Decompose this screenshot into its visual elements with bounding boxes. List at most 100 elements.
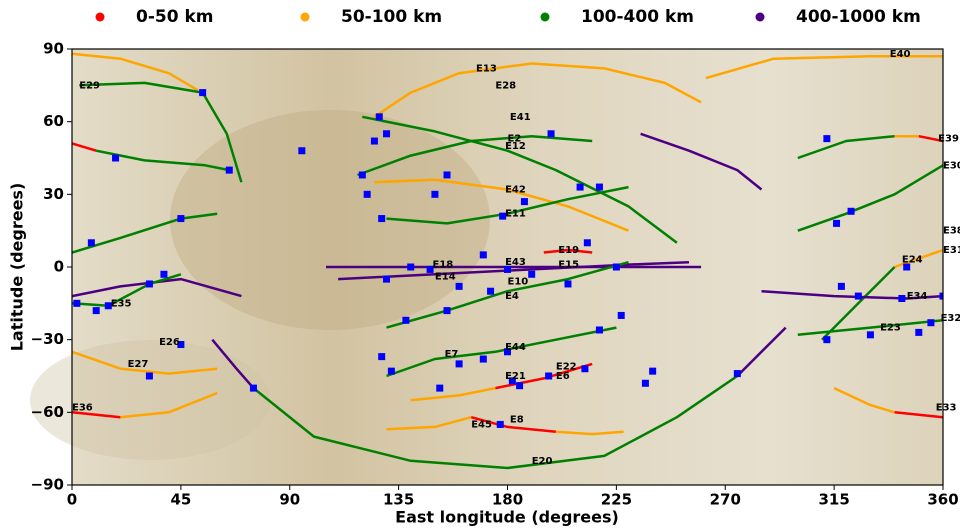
closest-approach-marker	[823, 135, 830, 142]
closest-approach-marker	[444, 171, 451, 178]
x-tick-label: 90	[279, 491, 300, 509]
closest-approach-marker	[915, 329, 922, 336]
flyby-label: E15	[558, 260, 579, 271]
closest-approach-marker	[927, 319, 934, 326]
map-shading	[30, 340, 270, 460]
closest-approach-marker	[596, 184, 603, 191]
flyby-label: E44	[505, 342, 526, 353]
closest-approach-marker	[823, 336, 830, 343]
flyby-label: E41	[510, 112, 531, 123]
closest-approach-marker	[456, 360, 463, 367]
closest-approach-marker	[581, 365, 588, 372]
flyby-label: E4	[505, 291, 519, 302]
flyby-label: E32	[941, 313, 960, 324]
flyby-label: E36	[72, 402, 93, 413]
closest-approach-marker	[226, 167, 233, 174]
flyby-label: E26	[159, 337, 180, 348]
closest-approach-marker	[199, 89, 206, 96]
closest-approach-marker	[388, 368, 395, 375]
x-tick-label: 0	[67, 491, 77, 509]
legend-marker	[756, 13, 765, 22]
y-tick-label: 60	[43, 112, 64, 130]
y-tick-label: 90	[43, 40, 64, 58]
flyby-label: E12	[505, 141, 526, 152]
closest-approach-marker	[112, 155, 119, 162]
closest-approach-marker	[487, 288, 494, 295]
closest-approach-marker	[577, 184, 584, 191]
closest-approach-marker	[376, 113, 383, 120]
flyby-label: E35	[111, 298, 132, 309]
closest-approach-marker	[456, 283, 463, 290]
x-tick-label: 45	[170, 491, 191, 509]
closest-approach-marker	[436, 385, 443, 392]
flyby-label: E39	[938, 134, 959, 145]
closest-approach-marker	[855, 293, 862, 300]
legend-label: 400-1000 km	[796, 7, 921, 27]
x-tick-label: 180	[492, 491, 523, 509]
flyby-label: E30	[943, 160, 960, 171]
closest-approach-marker	[833, 220, 840, 227]
closest-approach-marker	[564, 280, 571, 287]
closest-approach-marker	[516, 382, 523, 389]
flyby-label: E7	[445, 349, 459, 360]
legend-marker	[301, 13, 310, 22]
flyby-label: E13	[476, 63, 497, 74]
flyby-label: E27	[128, 359, 149, 370]
flyby-label: E23	[880, 323, 901, 334]
closest-approach-marker	[584, 239, 591, 246]
closest-approach-marker	[93, 307, 100, 314]
closest-approach-marker	[298, 147, 305, 154]
y-tick-label: −30	[31, 330, 64, 348]
closest-approach-marker	[378, 353, 385, 360]
flyby-label: E33	[936, 402, 957, 413]
closest-approach-marker	[848, 208, 855, 215]
closest-approach-marker	[88, 239, 95, 246]
legend-label: 0-50 km	[136, 7, 213, 27]
legend-label: 50-100 km	[341, 7, 442, 27]
closest-approach-marker	[431, 191, 438, 198]
closest-approach-marker	[73, 300, 80, 307]
legend-label: 100-400 km	[581, 7, 694, 27]
closest-approach-marker	[364, 191, 371, 198]
closest-approach-marker	[734, 370, 741, 377]
flyby-label: E43	[505, 257, 526, 268]
legend-marker	[96, 13, 105, 22]
closest-approach-marker	[528, 271, 535, 278]
flyby-label: E14	[435, 272, 456, 283]
closest-approach-marker	[545, 373, 552, 380]
closest-approach-marker	[146, 373, 153, 380]
closest-approach-marker	[359, 171, 366, 178]
y-axis-title: Latitude (degrees)	[8, 183, 27, 352]
flyby-label: E21	[505, 371, 526, 382]
flyby-label: E34	[907, 291, 928, 302]
y-tick-label: 0	[54, 258, 64, 276]
flyby-label: E8	[510, 415, 524, 426]
flyby-label: E11	[505, 209, 526, 220]
closest-approach-marker	[160, 271, 167, 278]
flyby-label: E28	[495, 80, 516, 91]
closest-approach-marker	[402, 317, 409, 324]
closest-approach-marker	[596, 326, 603, 333]
flyby-label: E31	[943, 245, 960, 256]
closest-approach-marker	[867, 331, 874, 338]
flyby-label: E29	[79, 80, 100, 91]
closest-approach-marker	[480, 356, 487, 363]
closest-approach-marker	[480, 251, 487, 258]
x-tick-label: 270	[710, 491, 741, 509]
y-tick-label: −60	[31, 403, 64, 421]
y-tick-label: −90	[31, 476, 64, 494]
closest-approach-marker	[371, 138, 378, 145]
closest-approach-marker	[383, 130, 390, 137]
closest-approach-marker	[649, 368, 656, 375]
flyby-label: E45	[471, 419, 492, 430]
closest-approach-marker	[642, 380, 649, 387]
closest-approach-marker	[378, 215, 385, 222]
x-tick-label: 225	[601, 491, 632, 509]
x-tick-label: 135	[383, 491, 414, 509]
flyby-label: E10	[508, 277, 529, 288]
x-tick-label: 360	[927, 491, 958, 509]
chart: East longitude (degrees) Latitude (degre…	[0, 0, 960, 528]
closest-approach-marker	[177, 215, 184, 222]
closest-approach-marker	[250, 385, 257, 392]
closest-approach-marker	[146, 280, 153, 287]
